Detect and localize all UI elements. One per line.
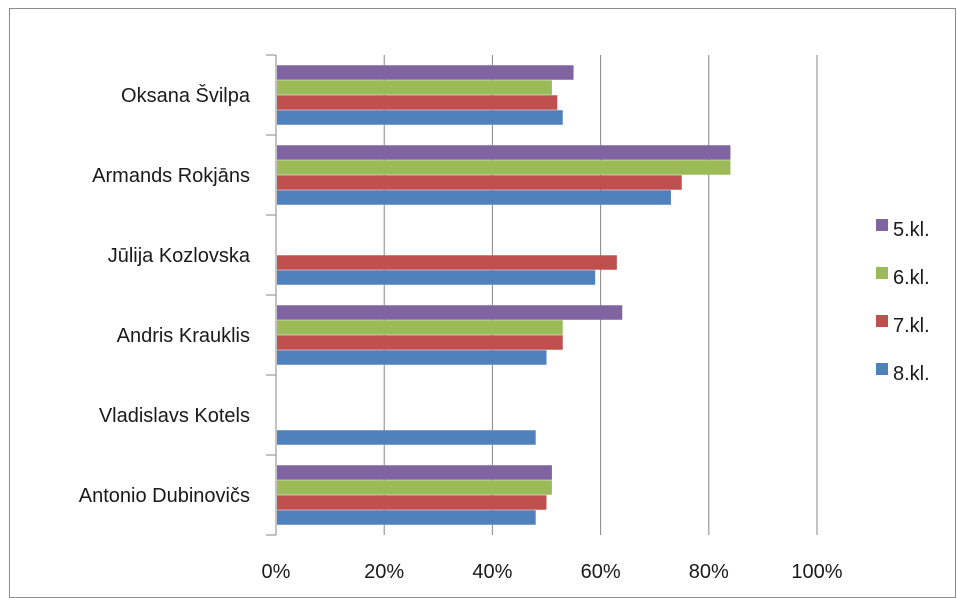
legend-swatch	[876, 219, 888, 231]
category-label: Antonio Dubinovičs	[79, 485, 250, 507]
x-tick-label: 0%	[262, 561, 291, 582]
bar	[277, 110, 563, 125]
bar	[277, 190, 671, 205]
bar	[277, 320, 563, 335]
bar	[277, 95, 558, 110]
category-label: Vladislavs Kotels	[99, 405, 250, 427]
bar	[277, 255, 617, 270]
x-tick-label: 20%	[364, 561, 404, 582]
x-tick-label: 100%	[791, 561, 842, 582]
bar	[277, 430, 536, 445]
bar	[277, 510, 536, 525]
bar	[277, 80, 552, 95]
bar	[277, 305, 623, 320]
legend-label: 8.kl.	[893, 363, 930, 385]
x-tick-label: 40%	[472, 561, 512, 582]
legend-label: 7.kl.	[893, 315, 930, 337]
category-label: Andris Krauklis	[117, 325, 250, 347]
bar	[277, 145, 731, 160]
bar	[277, 65, 574, 80]
bar	[277, 495, 547, 510]
legend-swatch	[876, 363, 888, 375]
category-label: Oksana Švilpa	[121, 84, 251, 107]
category-label: Jūlija Kozlovska	[108, 245, 251, 267]
bar	[277, 335, 563, 350]
bar	[277, 160, 731, 175]
bar	[277, 350, 547, 365]
bar-chart: Oksana Švilpa Armands Rokjāns Jūlija Kozlo…	[79, 54, 930, 582]
bar	[277, 480, 552, 495]
category-label: Armands Rokjāns	[92, 165, 250, 187]
x-tick-label: 80%	[689, 561, 729, 582]
bar	[277, 465, 552, 480]
legend-label: 5.kl.	[893, 219, 930, 241]
x-tick-label: 60%	[581, 561, 621, 582]
legend-swatch	[876, 315, 888, 327]
legend-swatch	[876, 267, 888, 279]
bar	[277, 270, 596, 285]
bar	[277, 175, 682, 190]
legend-label: 6.kl.	[893, 267, 930, 289]
